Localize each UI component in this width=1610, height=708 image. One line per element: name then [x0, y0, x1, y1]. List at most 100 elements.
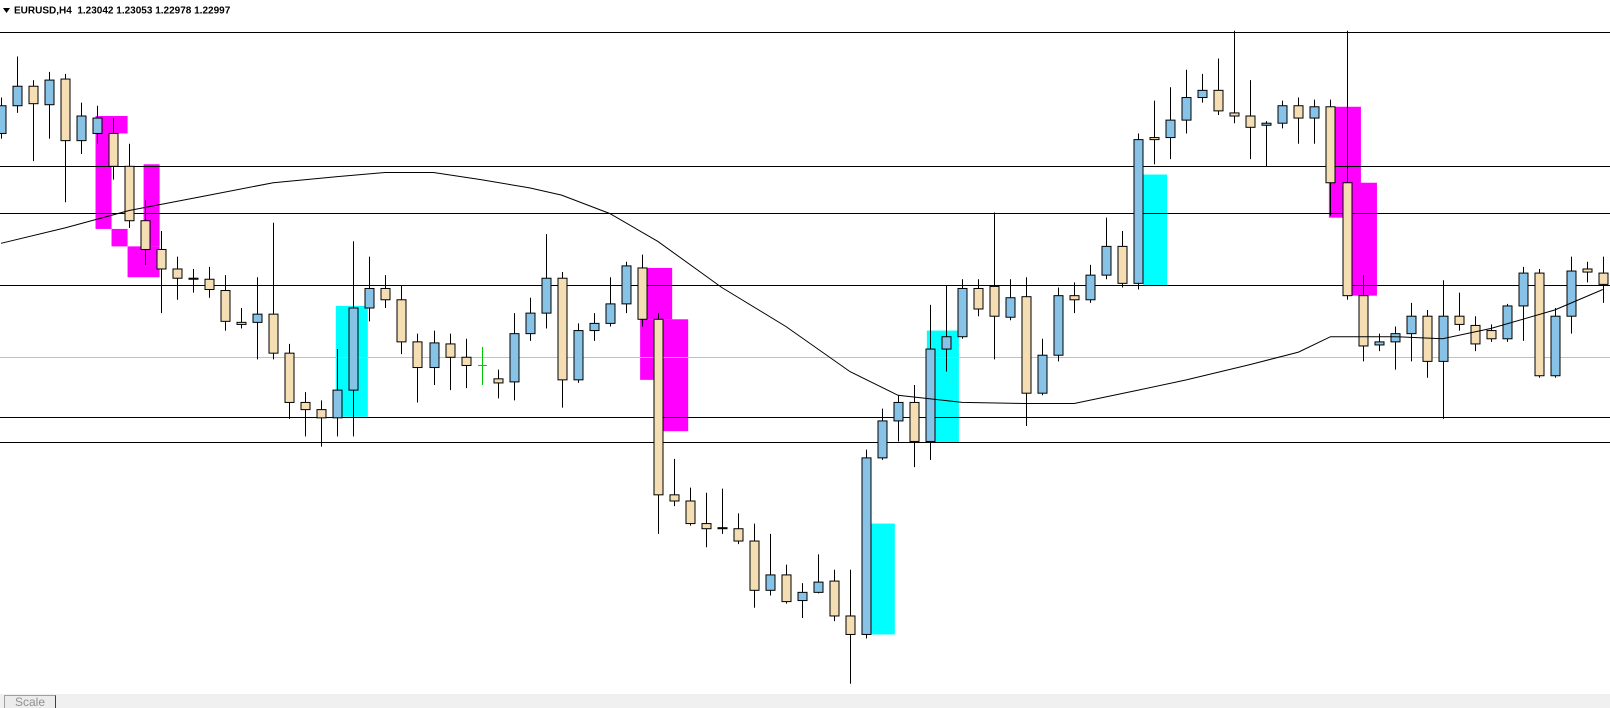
candle-body — [76, 115, 87, 142]
candle-body — [1470, 324, 1481, 345]
chart-header: EURUSD,H4 1.23042 1.23053 1.22978 1.2299… — [14, 6, 231, 17]
candle-body — [893, 401, 904, 422]
candle-body — [252, 313, 263, 323]
candle-body — [957, 287, 968, 338]
candle-body — [813, 581, 824, 593]
candle-body — [188, 277, 199, 280]
candle-body — [1390, 333, 1401, 343]
candle-body — [781, 574, 792, 603]
candle-body — [1149, 137, 1160, 141]
candle-body — [124, 165, 135, 222]
candle-body — [236, 321, 247, 325]
candle-body — [1005, 297, 1016, 318]
candle-body — [445, 343, 456, 358]
candle-body — [1037, 354, 1048, 394]
candle-body — [1261, 122, 1272, 126]
candle-body — [1085, 274, 1096, 301]
candle-body — [1069, 295, 1080, 301]
candle-body — [1309, 106, 1320, 119]
candle-body — [204, 278, 215, 291]
candle-body — [573, 330, 584, 381]
candle-body — [1534, 272, 1545, 377]
candle-body — [765, 574, 776, 591]
signal-zone — [870, 523, 895, 635]
candle-body — [172, 268, 183, 279]
candle-body — [1053, 295, 1064, 356]
candle-body — [557, 277, 568, 381]
candle-body — [1293, 105, 1304, 119]
candle-body — [412, 341, 423, 369]
candle-body — [1181, 97, 1192, 121]
signal-zone — [95, 116, 128, 134]
candle-body — [685, 500, 696, 525]
candle-body — [1213, 89, 1224, 112]
candle-body — [429, 342, 440, 369]
candle-body — [284, 352, 295, 403]
plot-area — [0, 30, 1610, 684]
candle-body — [861, 457, 872, 635]
candle-body — [156, 248, 167, 270]
candle-body — [28, 85, 39, 105]
candle-body — [380, 287, 391, 301]
candle-body — [1374, 341, 1385, 346]
candle-body — [1342, 182, 1353, 297]
candle-body — [589, 322, 600, 332]
candle-body — [1550, 315, 1561, 377]
candle-body — [396, 299, 407, 343]
candle-body — [701, 523, 712, 530]
candle-body — [749, 540, 760, 591]
candle-body — [0, 105, 7, 134]
candle-body — [1582, 268, 1593, 273]
candle-body — [1325, 106, 1336, 184]
candle-body — [1245, 115, 1256, 128]
candle-body — [1454, 315, 1465, 325]
candle-body — [909, 401, 920, 442]
candle-body — [621, 265, 632, 305]
candle-body — [845, 615, 856, 635]
candle-body — [348, 307, 359, 391]
candle-body — [60, 78, 71, 142]
candle-body — [653, 318, 664, 496]
candle-body — [1486, 330, 1497, 340]
candle-body — [797, 591, 808, 602]
moving-average — [0, 172, 1603, 404]
candle-body — [1117, 245, 1128, 284]
candle-body — [925, 348, 936, 442]
candle-body — [1101, 245, 1112, 276]
status-bar: Scale — [0, 694, 1610, 708]
candle-body — [541, 277, 552, 314]
candle-body — [877, 420, 888, 459]
candle-body — [220, 290, 231, 322]
candle-body — [332, 389, 343, 419]
candle-body — [12, 85, 23, 107]
candle-body — [1165, 119, 1176, 139]
signal-zone — [111, 228, 128, 247]
candle-body — [1566, 270, 1577, 317]
candle-body — [1358, 295, 1369, 347]
signal-zone — [127, 246, 160, 278]
menu-arrow[interactable] — [3, 8, 10, 13]
candle-body — [525, 312, 536, 335]
candle-body — [140, 220, 151, 250]
candle-body — [1518, 272, 1529, 307]
candle-body — [1422, 315, 1433, 362]
candle-body — [733, 528, 744, 542]
candle-body — [44, 79, 55, 106]
candle-body — [1277, 105, 1288, 124]
candle-body — [829, 580, 840, 617]
candle-body — [509, 333, 520, 383]
candle-body — [989, 285, 1000, 317]
candle-body — [493, 378, 504, 384]
candle-body — [1229, 112, 1240, 117]
candle-body — [717, 527, 728, 530]
candle-body — [364, 287, 375, 309]
candle-body — [1021, 296, 1032, 394]
candle-body — [461, 356, 472, 366]
scale-button[interactable]: Scale — [4, 695, 56, 708]
candle-body — [973, 287, 984, 310]
candle-body — [1197, 89, 1208, 99]
candle-body — [92, 117, 103, 134]
